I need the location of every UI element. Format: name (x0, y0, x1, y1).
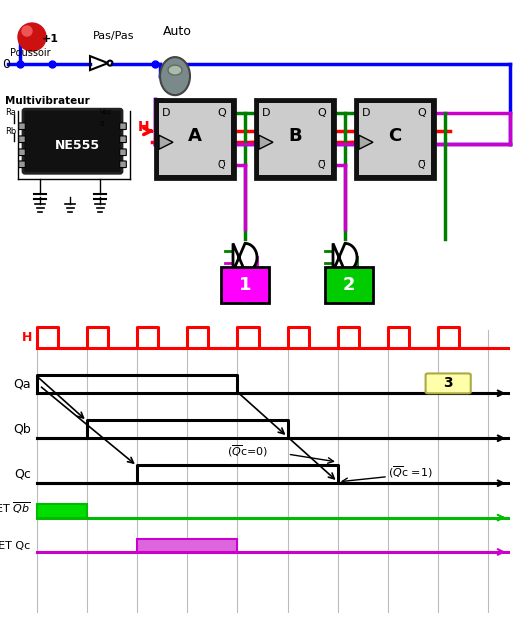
Text: 2: 2 (343, 277, 355, 295)
Text: D: D (162, 108, 170, 118)
Text: Q̅: Q̅ (417, 160, 425, 170)
Polygon shape (259, 135, 273, 149)
FancyBboxPatch shape (426, 373, 471, 393)
Text: D: D (362, 108, 370, 118)
FancyBboxPatch shape (120, 136, 126, 142)
FancyBboxPatch shape (259, 103, 331, 175)
FancyBboxPatch shape (120, 161, 126, 168)
Text: Pas/Pas: Pas/Pas (93, 31, 134, 41)
Polygon shape (233, 243, 257, 272)
Text: H: H (22, 331, 33, 344)
Text: D: D (262, 108, 270, 118)
Text: Auto: Auto (163, 25, 192, 38)
Text: 0: 0 (100, 121, 105, 127)
FancyBboxPatch shape (23, 109, 122, 173)
Text: Poussoir: Poussoir (10, 48, 51, 58)
Ellipse shape (160, 57, 190, 95)
Polygon shape (159, 135, 173, 149)
Ellipse shape (168, 65, 182, 75)
FancyBboxPatch shape (159, 103, 231, 175)
Text: NE555: NE555 (55, 139, 100, 152)
FancyBboxPatch shape (137, 539, 238, 552)
Text: Q: Q (317, 108, 326, 118)
Text: Ra: Ra (5, 108, 16, 117)
Text: Q̅: Q̅ (317, 160, 325, 170)
Text: Multivibrateur: Multivibrateur (5, 96, 90, 106)
Text: Q: Q (217, 108, 226, 118)
FancyBboxPatch shape (325, 267, 373, 303)
Text: Qa ET Qc: Qa ET Qc (0, 540, 31, 551)
Text: ($\overline{Q}$c =1): ($\overline{Q}$c =1) (388, 464, 433, 480)
Text: ($\overline{Q}$c=0): ($\overline{Q}$c=0) (227, 443, 268, 459)
Circle shape (18, 23, 46, 51)
Text: Qa ET $\overline{Qb}$: Qa ET $\overline{Qb}$ (0, 501, 31, 516)
Text: +1: +1 (42, 34, 59, 44)
FancyBboxPatch shape (255, 99, 335, 180)
Polygon shape (359, 135, 373, 149)
Text: 3: 3 (443, 376, 453, 390)
FancyBboxPatch shape (19, 136, 25, 142)
Text: Rb: Rb (5, 128, 16, 136)
Text: B: B (288, 128, 302, 145)
FancyBboxPatch shape (155, 99, 235, 180)
Polygon shape (333, 243, 357, 272)
Text: A: A (188, 128, 202, 145)
FancyBboxPatch shape (221, 267, 269, 303)
Text: Qc: Qc (14, 467, 31, 480)
Text: Q: Q (417, 108, 426, 118)
Text: C: C (388, 128, 402, 145)
Text: Q̅: Q̅ (217, 160, 225, 170)
FancyBboxPatch shape (37, 504, 87, 517)
FancyBboxPatch shape (19, 149, 25, 155)
Text: Qa: Qa (13, 378, 31, 391)
FancyBboxPatch shape (120, 123, 126, 129)
Text: Qb: Qb (13, 423, 31, 436)
FancyBboxPatch shape (355, 99, 435, 180)
Circle shape (22, 26, 32, 36)
Text: Vcc: Vcc (100, 109, 113, 115)
FancyBboxPatch shape (120, 149, 126, 155)
FancyBboxPatch shape (19, 123, 25, 129)
FancyBboxPatch shape (359, 103, 431, 175)
FancyBboxPatch shape (19, 161, 25, 168)
Text: H: H (138, 120, 150, 134)
Text: 1: 1 (239, 277, 251, 295)
Text: 0: 0 (2, 58, 10, 71)
